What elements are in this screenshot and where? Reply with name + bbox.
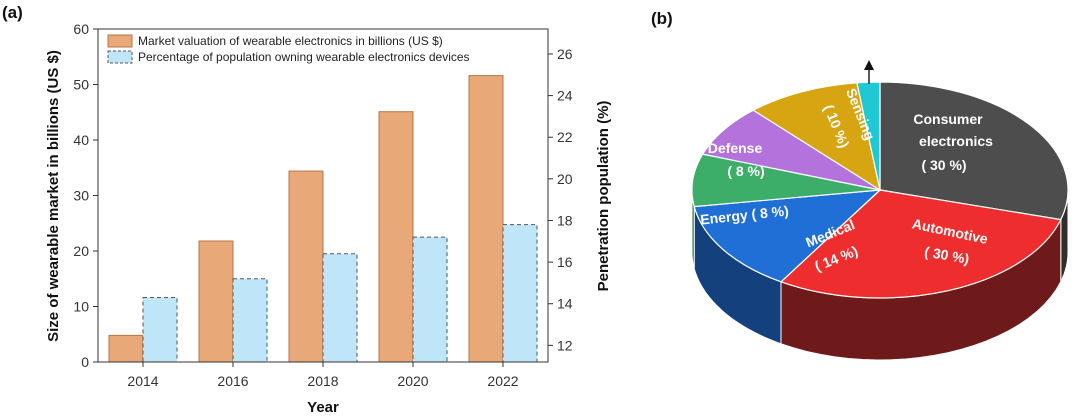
bar-population-2020 <box>412 236 448 363</box>
x-tick-label: 2014 <box>127 373 158 389</box>
panel-a-label: (a) <box>2 3 23 22</box>
bars <box>108 75 538 363</box>
bar-market-2014 <box>108 334 144 363</box>
legend-swatch-population <box>107 50 133 64</box>
y-tick-label: 10 <box>73 299 89 315</box>
bar-population-2018 <box>322 253 358 363</box>
slice-label-others: Others (2%) <box>848 43 927 59</box>
pie-slice-medical <box>693 189 882 283</box>
pie-slice-sensing <box>752 82 881 192</box>
pie-chart <box>691 81 1069 361</box>
left-axis: 0 10 20 30 40 50 60 <box>73 21 98 370</box>
y2-tick-label: 26 <box>557 46 573 62</box>
legend-label-population: Percentage of population owning wearable… <box>138 50 470 64</box>
y-tick-label: 20 <box>73 243 89 259</box>
right-axis: 12 14 16 18 20 22 24 26 <box>548 46 573 353</box>
x-tick-label: 2018 <box>307 373 338 389</box>
x-axis-title: Year <box>307 399 339 416</box>
bar-population-2014 <box>142 296 178 363</box>
slice-label-consumer: Consumer <box>913 111 983 127</box>
y2-axis-title: Penetration population (%) <box>595 101 612 292</box>
slice-label-defense: Defense <box>708 140 763 156</box>
y2-tick-label: 20 <box>557 171 573 187</box>
y-tick-label: 60 <box>73 21 89 37</box>
y2-tick-label: 18 <box>557 212 573 228</box>
bar-market-2022 <box>468 75 504 363</box>
legend-swatch-market <box>107 34 133 48</box>
y2-tick-label: 14 <box>557 296 573 312</box>
x-tick-label: 2020 <box>397 373 428 389</box>
y2-tick-label: 24 <box>557 88 573 104</box>
pie-slice-consumer-electronics <box>879 81 1069 221</box>
y2-tick-label: 16 <box>557 254 573 270</box>
y-tick-label: 30 <box>73 188 89 204</box>
panel-b-label: (b) <box>651 9 673 28</box>
y-tick-label: 50 <box>73 77 89 93</box>
bar-market-2016 <box>198 240 234 363</box>
slice-label-consumer-2: electronics <box>919 133 993 149</box>
bar-population-2016 <box>232 278 268 363</box>
slice-value-consumer: ( 30 %) <box>921 157 966 173</box>
y-tick-label: 40 <box>73 132 89 148</box>
others-arrow-head <box>864 60 874 70</box>
slice-value-defense: ( 8 %) <box>727 163 764 179</box>
x-axis: 2014 2016 2018 2020 2022 <box>127 362 519 389</box>
slice-value-automotive: ( 30 %) <box>923 243 970 267</box>
y-axis-title: Size of wearable market in billions (US … <box>45 50 62 342</box>
x-tick-label: 2016 <box>217 373 248 389</box>
bar-population-2022 <box>502 224 538 363</box>
legend-label-market: Market valuation of wearable electronics… <box>138 34 443 48</box>
pie-slice-energy <box>691 153 881 208</box>
y2-tick-label: 22 <box>557 129 573 145</box>
bar-market-2020 <box>378 111 414 363</box>
legend: Market valuation of wearable electronics… <box>107 34 470 64</box>
y-tick-label: 0 <box>81 354 89 370</box>
pie-slice-defense <box>701 109 881 191</box>
x-tick-label: 2022 <box>487 373 518 389</box>
y2-tick-label: 12 <box>557 337 573 353</box>
bar-market-2018 <box>288 170 324 363</box>
